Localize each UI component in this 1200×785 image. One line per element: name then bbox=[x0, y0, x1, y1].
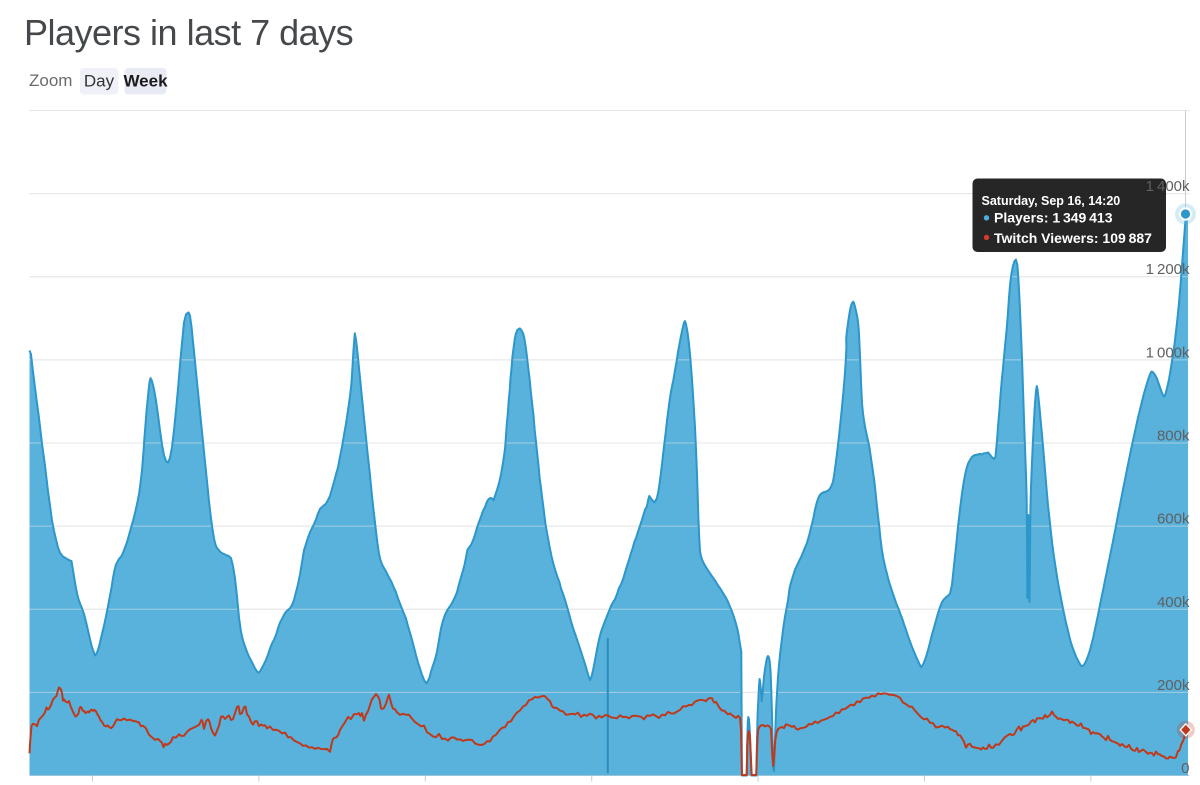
svg-text:Twitch Viewers: 109 887: Twitch Viewers: 109 887 bbox=[994, 230, 1152, 246]
svg-text:800k: 800k bbox=[1157, 428, 1190, 445]
svg-text:Players: 1 349 413: Players: 1 349 413 bbox=[994, 210, 1113, 226]
svg-text:Saturday, Sep 16, 14:20: Saturday, Sep 16, 14:20 bbox=[982, 194, 1121, 208]
svg-text:Players in last 7 days: Players in last 7 days bbox=[24, 12, 353, 53]
svg-text:1 000k: 1 000k bbox=[1146, 344, 1190, 361]
svg-text:Week: Week bbox=[123, 72, 168, 91]
svg-text:400k: 400k bbox=[1157, 594, 1190, 611]
svg-text:Day: Day bbox=[84, 72, 115, 91]
svg-text:0: 0 bbox=[1181, 760, 1189, 777]
svg-text:1 200k: 1 200k bbox=[1146, 261, 1190, 278]
svg-text:200k: 200k bbox=[1157, 677, 1190, 694]
svg-text:1 400k: 1 400k bbox=[1146, 178, 1190, 195]
svg-text:600k: 600k bbox=[1157, 511, 1190, 528]
svg-text:Zoom: Zoom bbox=[29, 71, 72, 90]
